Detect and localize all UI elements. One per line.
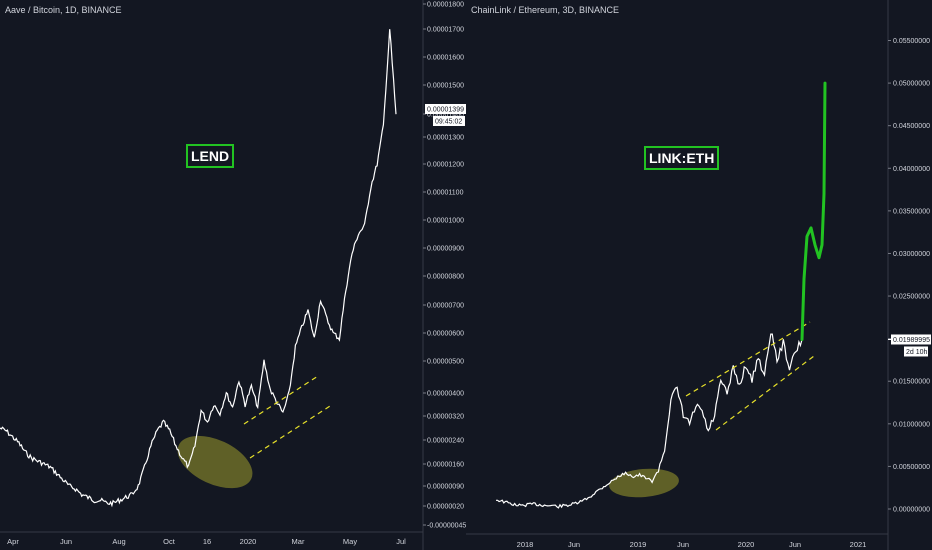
lend-y-tick-label: 0.00001800 [427,2,464,9]
lend-y-tick-label: 0.00000400 [427,391,464,398]
link-channel-upper-line [685,321,811,397]
lend-x-tick-label: Aug [112,537,125,546]
lend-y-tick-label: 0.00001100 [427,190,464,197]
link-last-price-box [891,334,931,345]
link-channel-lower-line [715,355,815,431]
link-countdown-box [904,346,928,357]
lend-y-tick-label: 0.00000700 [427,303,464,310]
link-x-tick-label: Jun [677,540,689,549]
link-eth-chart-pane[interactable]: 0.05500000 0.05000000 0.04500000 0.04000000… [466,0,932,550]
lend-x-tick-label: Jul [396,537,406,546]
lend-y-tick-label: 0.00001000 [427,218,464,225]
link-y-tick-label: 0.04500000 [893,123,930,130]
lend-countdown-box [433,116,465,126]
lend-y-tick-label: 0.00001200 [427,162,464,169]
lend-y-tick-label: 0.00000240 [427,438,464,445]
link-x-tick-label: 2020 [738,540,755,549]
link-chart-title: ChainLink / Ethereum, 3D, BINANCE [471,5,620,15]
lend-y-tick-label: -0.00000045 [427,523,466,530]
lend-y-tick-label: 0.00001300 [427,135,464,142]
link-y-tick-label: 0.03000000 [893,251,930,258]
link-annotation-label: LINK:ETH [644,146,720,170]
lend-y-tick-label: 0.00000600 [427,331,464,338]
lend-y-tick-label: 0.00000020 [427,504,464,511]
link-last-price-label: 0.01989995 [893,337,930,344]
link-y-tick-label: 0.03500000 [893,208,930,215]
link-y-tick-label: 0.01500000 [893,379,930,386]
lend-y-tick-label: 0.00000320 [427,414,464,421]
lend-y-tick-label: 0.00001600 [427,55,464,62]
lend-chart-title: Aave / Bitcoin, 1D, BINANCE [5,5,122,15]
link-y-tick-label: 0.02500000 [893,294,930,301]
link-x-tick-label: Jun [789,540,801,549]
link-x-tick-label: 2019 [630,540,647,549]
link-eth-chart-canvas[interactable]: 0.05500000 0.05000000 0.04500000 0.04000000… [466,0,932,550]
lend-btc-chart-pane[interactable]: 0.00001800 0.00001700 0.00001600 0.00001500… [0,0,466,550]
lend-x-tick-label: 2020 [240,537,257,546]
lend-last-price-box [425,104,466,114]
lend-y-tick-label: 0.00000800 [427,274,464,281]
lend-x-tick-label: 16 [203,537,211,546]
lend-y-tick-label: 0.00001700 [427,27,464,34]
lend-btc-chart-canvas[interactable]: 0.00001800 0.00001700 0.00001600 0.00001500… [0,0,466,550]
lend-y-tick-label: 0.00000900 [427,246,464,253]
lend-x-tick-label: Jun [60,537,72,546]
link-price-line [496,333,803,509]
link-x-tick-label: 2018 [517,540,534,549]
link-y-tick-label: 0.00000000 [893,507,930,514]
lend-channel-lower-line [249,405,331,459]
lend-last-price-label: 0.00001399 [427,107,464,114]
lend-y-tick-label: 0.00001400 [427,112,464,119]
lend-y-tick-label: 0.00000160 [427,462,464,469]
lend-accumulation-ellipse [177,435,253,489]
lend-x-tick-label: Oct [163,537,176,546]
lend-y-tick-label: 0.00000090 [427,484,464,491]
lend-x-tick-label: May [343,537,357,546]
link-countdown-label: 2d 10h [906,349,928,356]
link-y-tick-label: 0.05500000 [893,38,930,45]
lend-price-line [0,29,397,508]
lend-annotation-label: LEND [186,144,235,168]
lend-countdown-label: 09:45:02 [435,119,462,126]
lend-y-tick-label: 0.00001500 [427,83,464,90]
link-y-tick-label: 0.01000000 [893,421,930,428]
link-x-tick-label: 2021 [850,540,867,549]
link-y-tick-label: 0.04000000 [893,166,930,173]
lend-y-tick-label: 0.00000500 [427,359,464,366]
link-y-tick-label: 0.00500000 [893,464,930,471]
lend-x-tick-label: Apr [7,537,19,546]
link-projection-curve [800,81,827,341]
lend-x-tick-label: Mar [292,537,305,546]
lend-channel-upper-line [243,375,319,425]
link-x-tick-label: Jun [568,540,580,549]
link-accumulation-ellipse [609,468,679,498]
link-y-tick-label: 0.05000000 [893,81,930,88]
